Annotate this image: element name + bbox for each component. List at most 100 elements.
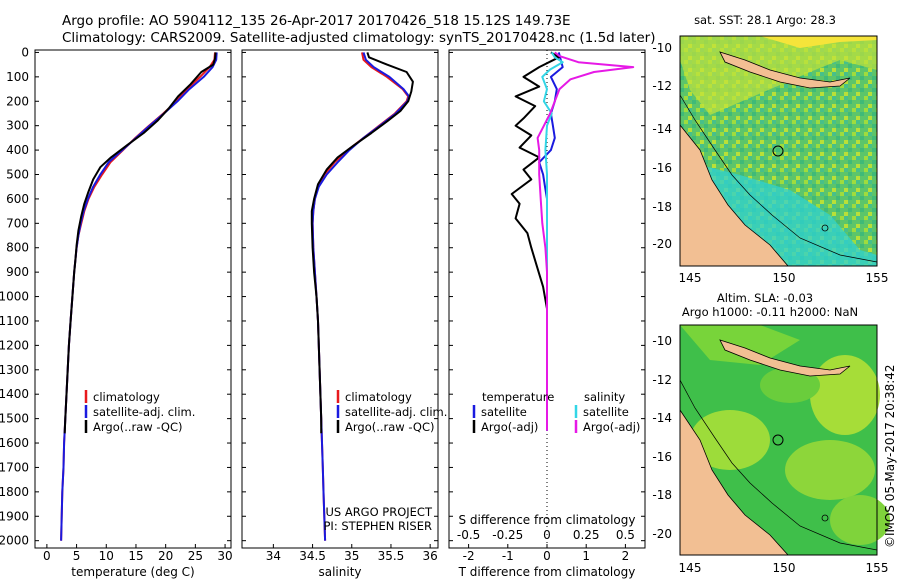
x-tick-label: -0.25: [492, 528, 523, 542]
difference-series: [510, 51, 635, 431]
depth-axis: 0 100 200 300 400 500 600 700 800 900 1000 1100 1200…: [0, 45, 645, 548]
series-line-climatology: [60, 52, 216, 541]
header-line-1: Argo profile: AO 5904112_135 26-Apr-2017…: [62, 13, 571, 29]
lat-tick-label: -12: [652, 373, 672, 387]
lat-tick-label: -12: [652, 79, 672, 93]
sla-patch: [785, 440, 875, 500]
depth-tick-label: 200: [6, 94, 29, 108]
project-annotation-1: US ARGO PROJECT: [325, 505, 433, 519]
sla-lon-tick-label: 145: [679, 561, 702, 575]
legend-label-climatology: climatology: [345, 390, 412, 404]
sla-lon-tick-label: 150: [773, 561, 796, 575]
depth-tick-label: 1400: [0, 387, 29, 401]
sla-patch: [690, 410, 770, 470]
sla-patch: [760, 367, 820, 403]
depth-tick-label: 2000: [0, 534, 29, 548]
sst-hot-patch: [760, 36, 877, 48]
lat-tick-label: -20: [652, 237, 672, 251]
lat-tick-label: -16: [652, 161, 672, 175]
x-tick-label: 0.5: [616, 528, 635, 542]
depth-tick-label: 0: [21, 45, 29, 59]
legend-label-argo: Argo(..raw -QC): [93, 420, 183, 434]
depth-tick-label: 900: [6, 265, 29, 279]
depth-tick-label: 1600: [0, 436, 29, 450]
series-line-satellite-adj-clim-: [60, 52, 218, 541]
sst-argo-location: [772, 145, 784, 157]
depth-tick-label: 1700: [0, 460, 29, 474]
salinity-legend: climatology satellite-adj. clim. Argo(..…: [336, 390, 447, 434]
sst-map-title: sat. SST: 28.1 Argo: 28.3: [694, 13, 836, 27]
lat-tick-label: -18: [652, 200, 672, 214]
x-tick-label: 15: [128, 549, 143, 563]
sst-lon-tick-label: 145: [679, 271, 702, 285]
salinity-x-label: salinity: [318, 565, 361, 579]
sst-lon-tick-label: 155: [866, 271, 889, 285]
depth-tick-label: 600: [6, 192, 29, 206]
depth-tick-label: 1500: [0, 412, 29, 426]
depth-tick-label: 700: [6, 216, 29, 230]
difference-legend-salinity: salinity satellite Argo(-adj): [574, 390, 640, 434]
series-line-s-argo-adj-: [536, 51, 635, 431]
temperature-x-axis: 0 5 10 15 20 25 30: [43, 544, 233, 563]
t-difference-x-label: T difference from climatology: [458, 565, 636, 579]
imos-timestamp: ©IMOS 05-May-2017 20:38:42: [883, 364, 897, 548]
x-tick-label: 36: [423, 549, 438, 563]
legend-heading-temperature: temperature: [482, 390, 554, 404]
depth-tick-label: 1000: [0, 290, 29, 304]
x-tick-label: -0.5: [457, 528, 480, 542]
legend-label-satellite: satellite-adj. clim.: [93, 405, 195, 419]
sst-map: [679, 35, 878, 267]
x-tick-label: 1: [582, 549, 590, 563]
sst-map-frame: [679, 35, 878, 267]
sst-lon-tick-label: 150: [773, 271, 796, 285]
sla-land-png: [719, 339, 851, 377]
sla-reef-marker: [821, 514, 829, 522]
sla-argo-location: [772, 434, 784, 446]
x-tick-label: 20: [158, 549, 173, 563]
x-tick-label: 30: [217, 549, 232, 563]
sst-lat-axis: -10 -12 -14 -16 -18 -20: [652, 41, 672, 251]
sst-reef-marker: [821, 224, 829, 232]
depth-tick-label: 400: [6, 143, 29, 157]
salinity-x-axis: 34 34.5 35 35.5 36: [266, 544, 438, 563]
legend-label-s-argo: Argo(-adj): [583, 420, 640, 434]
sla-map-title-1: Altim. SLA: -0.03: [717, 291, 813, 305]
temperature-legend: climatology satellite-adj. clim. Argo(..…: [84, 390, 195, 434]
legend-label-t-satellite: satellite: [481, 405, 527, 419]
x-tick-label: 35: [344, 549, 359, 563]
x-tick-label: 0: [543, 549, 551, 563]
legend-label-satellite: satellite-adj. clim.: [345, 405, 447, 419]
depth-tick-label: 500: [6, 168, 29, 182]
x-tick-label: -2: [463, 549, 475, 563]
difference-legend-temperature: temperature satellite Argo(-adj): [472, 390, 554, 434]
x-tick-label: 35.5: [378, 549, 405, 563]
temperature-panel: [34, 49, 232, 549]
series-line-argo-raw-qc-: [63, 52, 217, 434]
x-tick-label: 0.25: [573, 528, 600, 542]
x-tick-label: 2: [622, 549, 630, 563]
header-line-2: Climatology: CARS2009. Satellite-adjuste…: [62, 30, 655, 46]
lat-tick-label: -14: [652, 411, 672, 425]
sst-isobath: [679, 94, 878, 263]
x-tick-label: 34: [266, 549, 281, 563]
legend-label-climatology: climatology: [93, 390, 160, 404]
s-difference-x-label: S difference from climatology: [459, 513, 636, 527]
sla-patch: [830, 495, 890, 545]
temperature-series: [60, 52, 218, 541]
legend-label-argo: Argo(..raw -QC): [345, 420, 435, 434]
salinity-panel: [241, 49, 439, 549]
x-tick-label: 0: [43, 549, 51, 563]
legend-label-s-satellite: satellite: [583, 405, 629, 419]
series-line-climatology: [311, 52, 410, 541]
sla-isobath: [679, 379, 878, 551]
t-difference-x-axis: -2 -1 0 1 2: [463, 544, 630, 563]
x-tick-label: 10: [99, 549, 114, 563]
sla-map-title-2: Argo h1000: -0.11 h2000: NaN: [682, 305, 858, 319]
lat-tick-label: -14: [652, 122, 672, 136]
depth-tick-label: 800: [6, 241, 29, 255]
depth-tick-label: 1300: [0, 363, 29, 377]
depth-tick-label: 1100: [0, 314, 29, 328]
depth-tick-label: 1800: [0, 485, 29, 499]
series-line-argo-raw-qc-: [310, 52, 414, 434]
